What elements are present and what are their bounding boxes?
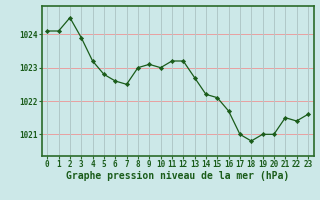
X-axis label: Graphe pression niveau de la mer (hPa): Graphe pression niveau de la mer (hPa) — [66, 171, 289, 181]
